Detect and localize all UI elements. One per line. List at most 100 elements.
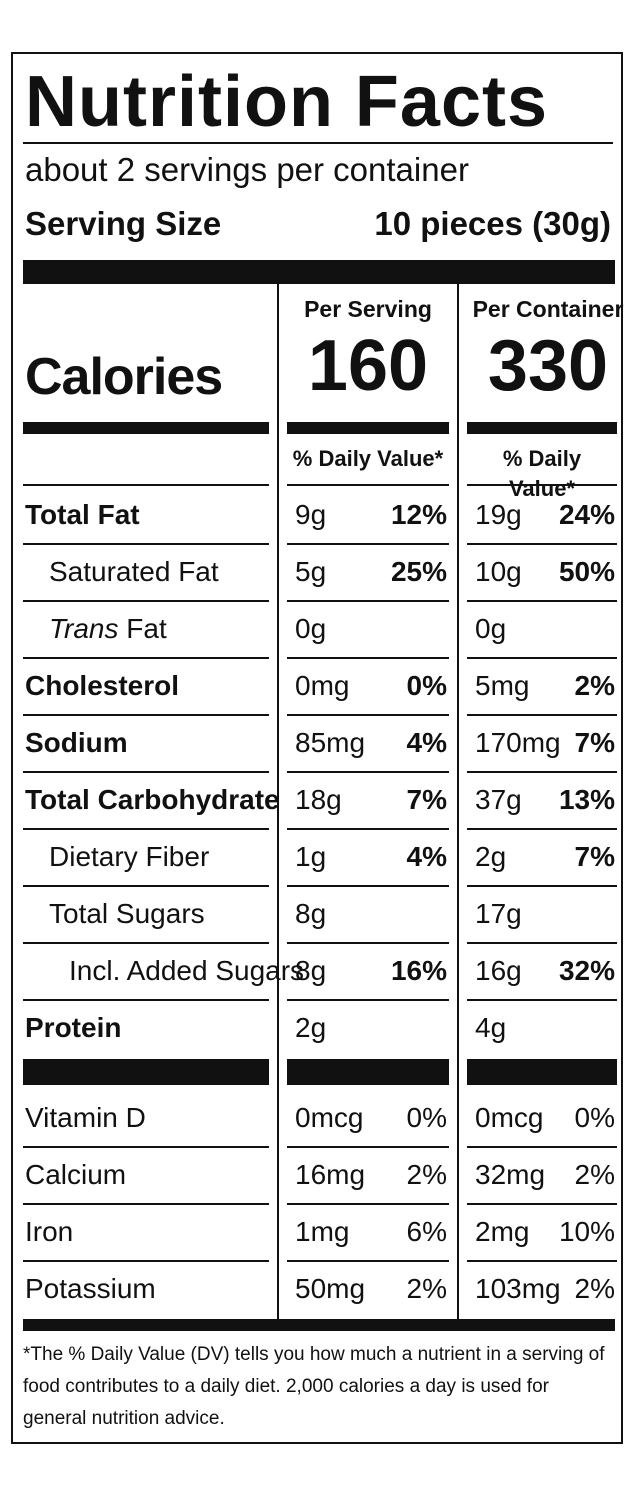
vitamin-name: Vitamin D — [25, 1100, 146, 1136]
vitamin-container-dv: 2% — [574, 1159, 615, 1190]
nutrient-name-prefix: Trans — [49, 613, 119, 644]
nutrient-serving-dv: 0% — [406, 670, 447, 701]
nutrient-row-divider — [467, 771, 617, 773]
nutrient-serving-amount: 85mg — [295, 727, 366, 758]
vitamin-name-text: Iron — [25, 1216, 74, 1247]
vitamin-bar-mid — [287, 1059, 449, 1085]
nutrient-name-text: Total Sugars — [49, 898, 205, 929]
nutrient-row-divider — [23, 999, 269, 1001]
vitamin-name: Potassium — [25, 1271, 156, 1307]
nutrient-serving-amount: 0g — [295, 613, 327, 644]
nutrient-name-text: Total Fat — [25, 499, 140, 530]
calories-bar-mid — [287, 422, 449, 434]
nutrient-name-text: Total Carbohydrate — [25, 784, 280, 815]
daily-value-header-container: % Daily Value* — [502, 446, 582, 501]
nutrient-name-text: Dietary Fiber — [49, 841, 210, 872]
nutrient-row-divider — [287, 999, 449, 1001]
nutrient-container-amount: 17g — [475, 898, 522, 929]
nutrient-name: Total Carbohydrate — [25, 782, 280, 818]
nutrient-container-amount: 10g — [475, 556, 522, 587]
vitamin-container-dv: 10% — [558, 1216, 615, 1247]
vitamin-bar-left — [23, 1059, 269, 1085]
nutrient-container-amount: 4g — [475, 1012, 507, 1043]
vitamin-row-divider — [23, 1260, 269, 1262]
vitamin-container-amount: 103mg — [475, 1273, 561, 1304]
nutrient-row-divider — [23, 657, 269, 659]
vitamin-name: Iron — [25, 1214, 73, 1250]
vitamin-serving-dv: 0% — [406, 1102, 447, 1133]
nutrient-name: Total Fat — [25, 497, 140, 533]
nutrient-name-text: Protein — [25, 1012, 122, 1043]
nutrient-serving-dv: 7% — [406, 784, 447, 815]
nutrient-container-amount: 37g — [475, 784, 522, 815]
vitamin-serving-amount: 50mg — [295, 1273, 366, 1304]
nutrient-serving-amount: 5g — [295, 556, 327, 587]
nutrient-container-amount: 19g — [475, 499, 522, 530]
vitamin-container-amount: 2mg — [475, 1216, 530, 1247]
nutrient-row-divider — [23, 543, 269, 545]
vitamin-serving-dv: 6% — [406, 1216, 447, 1247]
calories-label: Calories — [25, 348, 223, 406]
nutrient-name-text: Saturated Fat — [49, 556, 219, 587]
nutrient-row-divider — [23, 771, 269, 773]
nutrient-row-divider — [467, 714, 617, 716]
nutrient-container-amount: 0g — [475, 613, 507, 644]
nutrient-container-dv: 7% — [574, 841, 615, 872]
nutrient-row-divider — [467, 828, 617, 830]
dv-header-divider — [467, 484, 617, 486]
nutrient-name: Sodium — [25, 725, 128, 761]
nutrient-row-divider — [287, 771, 449, 773]
nutrient-serving-amount: 2g — [295, 1012, 327, 1043]
nutrient-serving-dv: 12% — [390, 499, 447, 530]
nutrient-row-divider — [467, 543, 617, 545]
nutrient-serving-amount: 8g — [295, 955, 327, 986]
nutrient-container-dv: 13% — [558, 784, 615, 815]
nutrient-serving-amount: 9g — [295, 499, 327, 530]
column-separator-left — [277, 284, 279, 1319]
vitamin-row-divider — [23, 1146, 269, 1148]
vitamin-row-divider — [287, 1203, 449, 1205]
vitamin-container-amount: 32mg — [475, 1159, 546, 1190]
nutrient-serving-amount: 18g — [295, 784, 342, 815]
nutrient-name: Incl. Added Sugars — [69, 953, 304, 989]
vitamin-serving-dv: 2% — [406, 1273, 447, 1304]
vitamin-name-text: Calcium — [25, 1159, 127, 1190]
vitamin-row-divider — [23, 1203, 269, 1205]
nutrient-row-divider — [287, 543, 449, 545]
vitamin-row-divider — [287, 1260, 449, 1262]
nutrient-row-divider — [287, 600, 449, 602]
nutrient-name-text: Sodium — [25, 727, 128, 758]
nutrient-row-divider — [287, 942, 449, 944]
nutrient-row-divider — [23, 828, 269, 830]
vitamin-name: Calcium — [25, 1157, 126, 1193]
nutrient-serving-dv: 16% — [390, 955, 447, 986]
nutrient-container-amount: 2g — [475, 841, 507, 872]
nutrient-serving-dv: 4% — [406, 841, 447, 872]
vitamin-serving-dv: 2% — [406, 1159, 447, 1190]
nutrient-name: Dietary Fiber — [49, 839, 209, 875]
vitamin-name-text: Potassium — [25, 1273, 156, 1304]
nutrient-row-divider — [467, 999, 617, 1001]
nutrient-name: Saturated Fat — [49, 554, 219, 590]
nutrient-container-amount: 16g — [475, 955, 522, 986]
nutrient-name-text: Fat — [118, 613, 167, 644]
daily-value-header-serving: % Daily Value* — [292, 446, 444, 471]
nutrient-name: Cholesterol — [25, 668, 179, 704]
nutrient-name-text: Cholesterol — [25, 670, 180, 701]
nutrient-serving-amount: 1g — [295, 841, 327, 872]
nutrient-row-divider — [287, 828, 449, 830]
vitamin-container-amount: 0mcg — [475, 1102, 544, 1133]
nutrient-name-text: Incl. Added Sugars — [69, 955, 305, 986]
nutrient-container-dv: 2% — [574, 670, 615, 701]
nutrient-container-dv: 32% — [558, 955, 615, 986]
thick-divider-bottom — [23, 1319, 615, 1331]
per-container-header: Per Container — [472, 296, 624, 322]
vitamin-container-dv: 0% — [574, 1102, 615, 1133]
vitamin-bar-right — [467, 1059, 617, 1085]
nutrient-row-divider — [467, 942, 617, 944]
vitamin-serving-amount: 0mcg — [295, 1102, 364, 1133]
nutrient-serving-amount: 8g — [295, 898, 327, 929]
nutrient-name: Protein — [25, 1010, 121, 1046]
nutrition-facts-label: Nutrition Facts about 2 servings per con… — [11, 52, 623, 1444]
nutrient-row-divider — [467, 885, 617, 887]
